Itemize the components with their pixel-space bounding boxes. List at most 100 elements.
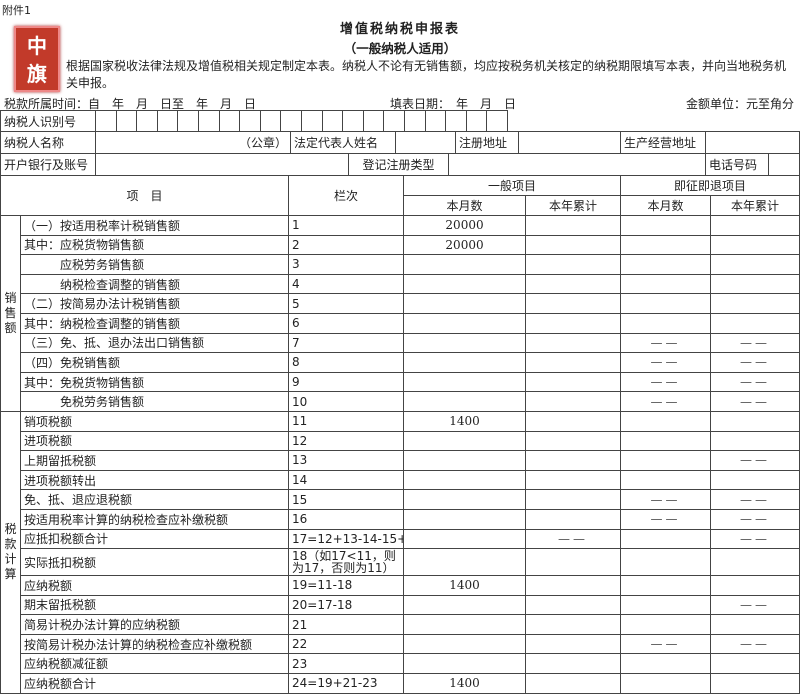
phone-field[interactable] — [768, 153, 800, 176]
cell-rm[interactable] — [620, 575, 712, 596]
cell-ry[interactable] — [710, 312, 800, 334]
cell-rm[interactable] — [620, 215, 712, 236]
taxpayer-id-digit[interactable] — [300, 110, 323, 132]
cell-gy[interactable] — [525, 273, 622, 295]
cell-ry[interactable] — [710, 430, 800, 452]
bank-account-field[interactable] — [95, 153, 349, 176]
cell-ry[interactable] — [710, 215, 800, 236]
cell-gy[interactable] — [525, 548, 622, 577]
cell-rm[interactable] — [620, 254, 712, 275]
cell-gy[interactable] — [525, 594, 622, 616]
taxpayer-id-digit[interactable] — [136, 110, 158, 132]
taxpayer-id-digit[interactable] — [259, 110, 282, 132]
cell-gy[interactable] — [525, 254, 622, 275]
cell-gy[interactable] — [525, 234, 622, 256]
cell-gy[interactable] — [525, 469, 622, 491]
cell-gm[interactable]: 1400 — [403, 673, 527, 694]
cell-ry[interactable] — [710, 234, 800, 256]
cell-ry[interactable] — [710, 614, 800, 635]
cell-rm[interactable] — [620, 469, 712, 491]
cell-gm[interactable] — [403, 391, 527, 412]
taxpayer-id-digit[interactable] — [445, 110, 467, 132]
cell-gm[interactable] — [403, 352, 527, 373]
cell-rm[interactable] — [620, 273, 712, 295]
reg-type-field[interactable] — [448, 153, 706, 176]
taxpayer-id-digit[interactable] — [218, 110, 241, 132]
cell-gy[interactable] — [525, 450, 622, 471]
cell-gy[interactable] — [525, 489, 622, 510]
cell-gy[interactable] — [525, 410, 622, 432]
taxpayer-id-digit[interactable] — [342, 110, 364, 132]
reg-address-field[interactable] — [518, 131, 621, 154]
taxpayer-id-digit[interactable] — [197, 110, 220, 132]
cell-gm[interactable]: 20000 — [403, 215, 527, 236]
cell-gm[interactable]: 1400 — [403, 410, 527, 432]
taxpayer-id-digit[interactable] — [156, 110, 179, 132]
cell-gm[interactable] — [403, 489, 527, 510]
legal-rep-field[interactable] — [395, 131, 456, 154]
taxpayer-id-digit[interactable] — [362, 110, 385, 132]
taxpayer-id-digit[interactable] — [115, 110, 138, 132]
cell-gy[interactable] — [525, 614, 622, 635]
cell-gy[interactable] — [525, 575, 622, 596]
cell-gm[interactable] — [403, 528, 527, 550]
cell-ry[interactable] — [710, 653, 800, 675]
cell-gy[interactable] — [525, 508, 622, 530]
cell-rm[interactable] — [620, 594, 712, 616]
cell-gm[interactable] — [403, 430, 527, 452]
cell-gm[interactable] — [403, 633, 527, 655]
biz-address-field[interactable] — [705, 131, 800, 154]
cell-ry[interactable] — [710, 410, 800, 432]
taxpayer-id-digit[interactable] — [321, 110, 344, 132]
cell-gy[interactable] — [525, 633, 622, 655]
cell-gm[interactable] — [403, 614, 527, 635]
cell-rm[interactable] — [620, 312, 712, 334]
cell-rm[interactable] — [620, 293, 712, 314]
taxpayer-name-field[interactable]: （公章） — [95, 131, 291, 154]
cell-ry[interactable] — [710, 469, 800, 491]
cell-gm[interactable] — [403, 653, 527, 675]
cell-gm[interactable] — [403, 332, 527, 354]
cell-gm[interactable] — [403, 293, 527, 314]
taxpayer-id-digit[interactable] — [177, 110, 199, 132]
cell-gy[interactable] — [525, 332, 622, 354]
cell-rm[interactable] — [620, 410, 712, 432]
cell-rm[interactable] — [620, 450, 712, 471]
cell-gy[interactable] — [525, 293, 622, 314]
cell-rm[interactable] — [620, 548, 712, 577]
taxpayer-id-digit[interactable] — [95, 110, 117, 132]
taxpayer-id-digit[interactable] — [403, 110, 426, 132]
cell-ry[interactable] — [710, 548, 800, 577]
taxpayer-id-digit[interactable] — [486, 110, 508, 132]
cell-rm[interactable] — [620, 614, 712, 635]
cell-ry[interactable] — [710, 273, 800, 295]
cell-gm[interactable]: 1400 — [403, 575, 527, 596]
cell-gm[interactable] — [403, 508, 527, 530]
cell-rm[interactable] — [620, 234, 712, 256]
cell-gy[interactable] — [525, 391, 622, 412]
cell-gm[interactable] — [403, 548, 527, 577]
cell-rm[interactable] — [620, 528, 712, 550]
cell-gm[interactable] — [403, 450, 527, 471]
cell-gm[interactable] — [403, 469, 527, 491]
cell-gm[interactable] — [403, 371, 527, 393]
cell-gy[interactable] — [525, 215, 622, 236]
taxpayer-id-digit[interactable] — [239, 110, 261, 132]
taxpayer-id-digit[interactable] — [383, 110, 405, 132]
cell-ry[interactable] — [710, 254, 800, 275]
cell-gy[interactable] — [525, 312, 622, 334]
taxpayer-id-digit[interactable] — [424, 110, 447, 132]
cell-gm[interactable]: 20000 — [403, 234, 527, 256]
cell-gm[interactable] — [403, 254, 527, 275]
cell-ry[interactable] — [710, 575, 800, 596]
cell-gy[interactable] — [525, 430, 622, 452]
cell-rm[interactable] — [620, 430, 712, 452]
cell-gy[interactable] — [525, 653, 622, 675]
taxpayer-id-digit[interactable] — [280, 110, 302, 132]
cell-gy[interactable] — [525, 352, 622, 373]
cell-gm[interactable] — [403, 594, 527, 616]
taxpayer-id-digit[interactable] — [465, 110, 488, 132]
cell-ry[interactable] — [710, 293, 800, 314]
cell-rm[interactable] — [620, 653, 712, 675]
cell-gm[interactable] — [403, 273, 527, 295]
